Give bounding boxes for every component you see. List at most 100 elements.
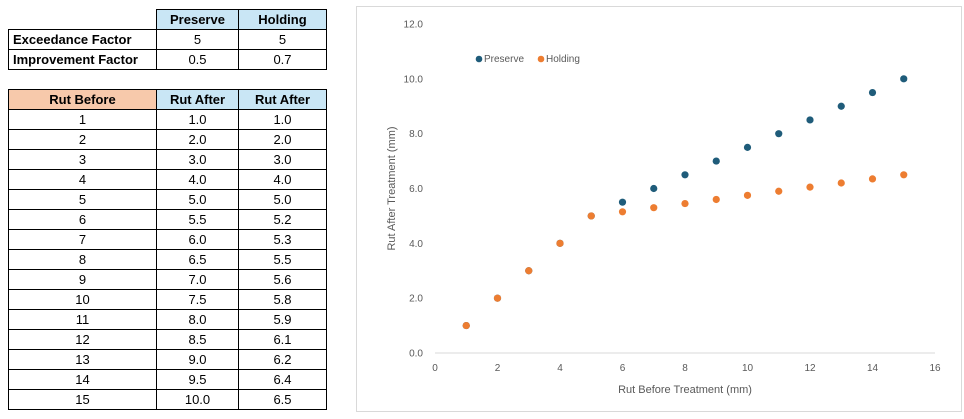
rut-after-preserve-cell[interactable]: 10.0 [156,389,239,410]
rut-after-holding-cell[interactable]: 5.8 [238,289,327,310]
rut-after-holding-cell[interactable]: 4.0 [238,169,327,190]
table-row: 6 5.5 5.2 [8,209,327,230]
rut-before-cell[interactable]: 8 [8,249,157,270]
rut-after-preserve-cell[interactable]: 5.5 [156,209,239,230]
x-axis-title: Rut Before Treatment (mm) [618,384,752,396]
x-tick-label: 0 [432,363,438,374]
point-holding [806,183,814,191]
factor-table: Preserve Holding Exceedance Factor 5 5 I… [8,9,327,70]
point-holding [525,267,533,275]
table-row: 1 1.0 1.0 [8,109,327,130]
rut-after-preserve-cell[interactable]: 3.0 [156,149,239,170]
rut-after-holding-cell[interactable]: 3.0 [238,149,327,170]
factor-header-preserve[interactable]: Preserve [156,9,239,30]
rut-before-cell[interactable]: 10 [8,289,157,310]
rut-before-cell[interactable]: 6 [8,209,157,230]
improvement-factor-holding[interactable]: 0.7 [238,49,327,70]
point-holding [681,199,689,208]
rut-after-preserve-cell[interactable]: 8.0 [156,309,239,330]
point-holding [556,239,564,247]
rut-after-holding-cell[interactable]: 5.3 [238,229,327,250]
rut-before-cell[interactable]: 12 [8,329,157,350]
table-row: 5 5.0 5.0 [8,189,327,210]
chart-legend[interactable]: Preserve Holding [475,54,580,65]
table-row: 15 10.0 6.5 [8,389,327,410]
rut-after-preserve-cell[interactable]: 8.5 [156,329,239,350]
rut-before-cell[interactable]: 7 [8,229,157,250]
rut-before-cell[interactable]: 5 [8,189,157,210]
legend-item-preserve[interactable]: Preserve [475,54,525,65]
point-preserve [650,184,658,193]
rut-after-preserve-cell[interactable]: 6.5 [156,249,239,270]
y-tick-label: 6.0 [409,184,423,195]
rut-after-preserve-cell[interactable]: 9.0 [156,349,239,370]
point-holding [587,212,595,220]
factor-header-holding[interactable]: Holding [238,9,327,30]
rut-after-holding-cell[interactable]: 6.4 [238,369,327,390]
x-axis-ticks: 0 2 4 6 8 10 12 14 16 [432,363,941,374]
improvement-factor-preserve[interactable]: 0.5 [156,49,239,70]
improvement-factor-label[interactable]: Improvement Factor [8,49,157,70]
exceedance-factor-preserve[interactable]: 5 [156,29,239,50]
exceedance-factor-label[interactable]: Exceedance Factor [8,29,157,50]
rut-after-preserve-cell[interactable]: 7.5 [156,289,239,310]
rut-after-preserve-cell[interactable]: 6.0 [156,229,239,250]
y-tick-label: 12.0 [404,20,424,31]
rut-before-cell[interactable]: 3 [8,149,157,170]
rut-after-preserve-cell[interactable]: 2.0 [156,129,239,150]
scatter-chart[interactable]: 0.0 2.0 4.0 6.0 8.0 10.0 12.0 0 2 4 6 8 10 12 14 16 Ru… [356,6,962,412]
point-preserve [618,198,627,206]
point-preserve [775,130,783,138]
exceedance-factor-holding[interactable]: 5 [238,29,327,50]
table-row: 12 8.5 6.1 [8,329,327,350]
rut-table-body: 1 1.0 1.0 2 2.0 2.0 3 3.0 3.0 4 4.0 4.0 5 5.0 5.0 6 5.5 5… [8,109,327,410]
x-tick-label: 8 [682,363,688,374]
point-holding [493,294,502,302]
rut-after-preserve-cell[interactable]: 7.0 [156,269,239,290]
table-row: 7 6.0 5.3 [8,229,327,250]
rut-after-preserve-cell[interactable]: 1.0 [156,109,239,130]
rut-after-preserve-cell[interactable]: 5.0 [156,189,239,210]
table-row: 14 9.5 6.4 [8,369,327,390]
y-axis-ticks: 0.0 2.0 4.0 6.0 8.0 10.0 12.0 [404,20,424,360]
rut-after-holding-cell[interactable]: 5.9 [238,309,327,330]
rut-before-header[interactable]: Rut Before [8,89,157,110]
rut-after-holding-cell[interactable]: 6.1 [238,329,327,350]
rut-before-cell[interactable]: 1 [8,109,157,130]
point-preserve [681,171,689,179]
rut-after-holding-cell[interactable]: 1.0 [238,109,327,130]
rut-after-holding-cell[interactable]: 5.0 [238,189,327,210]
y-tick-label: 4.0 [409,239,423,250]
rut-before-cell[interactable]: 13 [8,349,157,370]
legend-label: Preserve [484,54,524,65]
table-row: 4 4.0 4.0 [8,169,327,190]
rut-after-holding-cell[interactable]: 5.5 [238,249,327,270]
table-row: 2 2.0 2.0 [8,129,327,150]
rut-before-cell[interactable]: 11 [8,309,157,330]
x-tick-label: 10 [742,363,754,374]
y-tick-label: 8.0 [409,129,423,140]
rut-after-preserve-cell[interactable]: 4.0 [156,169,239,190]
rut-after-preserve-header[interactable]: Rut After [156,89,239,110]
rut-before-cell[interactable]: 15 [8,389,157,410]
rut-before-cell[interactable]: 4 [8,169,157,190]
point-preserve [837,102,845,110]
rut-before-cell[interactable]: 2 [8,129,157,150]
legend-item-holding[interactable]: Holding [537,54,580,65]
rut-after-holding-header[interactable]: Rut After [238,89,327,110]
table-row: 9 7.0 5.6 [8,269,327,290]
point-holding [618,208,627,216]
rut-after-holding-cell[interactable]: 5.2 [238,209,327,230]
rut-after-preserve-cell[interactable]: 9.5 [156,369,239,390]
rut-after-holding-cell[interactable]: 2.0 [238,129,327,150]
rut-after-holding-cell[interactable]: 6.2 [238,349,327,370]
table-row: 13 9.0 6.2 [8,349,327,370]
x-tick-label: 4 [557,363,563,374]
table-row: 10 7.5 5.8 [8,289,327,310]
rut-after-holding-cell[interactable]: 6.5 [238,389,327,410]
table-row: 3 3.0 3.0 [8,149,327,170]
point-holding [775,187,783,195]
rut-before-cell[interactable]: 9 [8,269,157,290]
rut-after-holding-cell[interactable]: 5.6 [238,269,327,290]
rut-before-cell[interactable]: 14 [8,369,157,390]
